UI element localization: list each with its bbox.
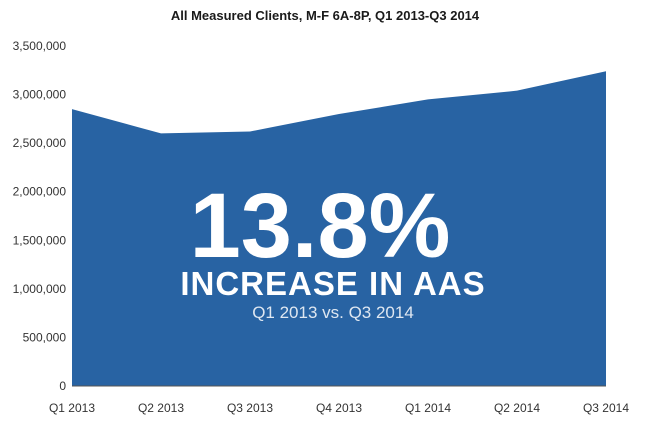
x-tick-label: Q2 2013 xyxy=(138,401,184,415)
x-tick-label: Q1 2013 xyxy=(49,401,95,415)
y-tick-label: 0 xyxy=(59,379,66,393)
area-layer xyxy=(72,71,606,386)
y-tick-label: 3,500,000 xyxy=(13,39,67,53)
y-tick-label: 1,500,000 xyxy=(13,233,67,247)
x-tick-label: Q4 2013 xyxy=(316,401,362,415)
y-tick-label: 3,000,000 xyxy=(13,88,67,102)
x-tick-label: Q3 2014 xyxy=(583,401,629,415)
area-series xyxy=(72,71,606,386)
x-axis-ticks: Q1 2013 Q2 2013 Q3 2013 Q4 2013 Q1 2014 Q2 20… xyxy=(49,401,629,415)
subheadline-text: INCREASE IN AAS xyxy=(180,265,485,302)
headline-percent: 13.8% xyxy=(190,175,451,277)
y-tick-label: 2,500,000 xyxy=(13,136,67,150)
y-axis-ticks: 0 500,000 1,000,000 1,500,000 2,000,000 2,500… xyxy=(13,39,67,393)
x-tick-label: Q3 2013 xyxy=(227,401,273,415)
y-tick-label: 2,000,000 xyxy=(13,185,67,199)
y-tick-label: 500,000 xyxy=(23,330,67,344)
chart-title: All Measured Clients, M-F 6A-8P, Q1 2013… xyxy=(170,8,480,23)
y-tick-label: 1,000,000 xyxy=(13,282,67,296)
detail-text: Q1 2013 vs. Q3 2014 xyxy=(252,303,414,322)
x-tick-label: Q1 2014 xyxy=(405,401,451,415)
x-tick-label: Q2 2014 xyxy=(494,401,540,415)
